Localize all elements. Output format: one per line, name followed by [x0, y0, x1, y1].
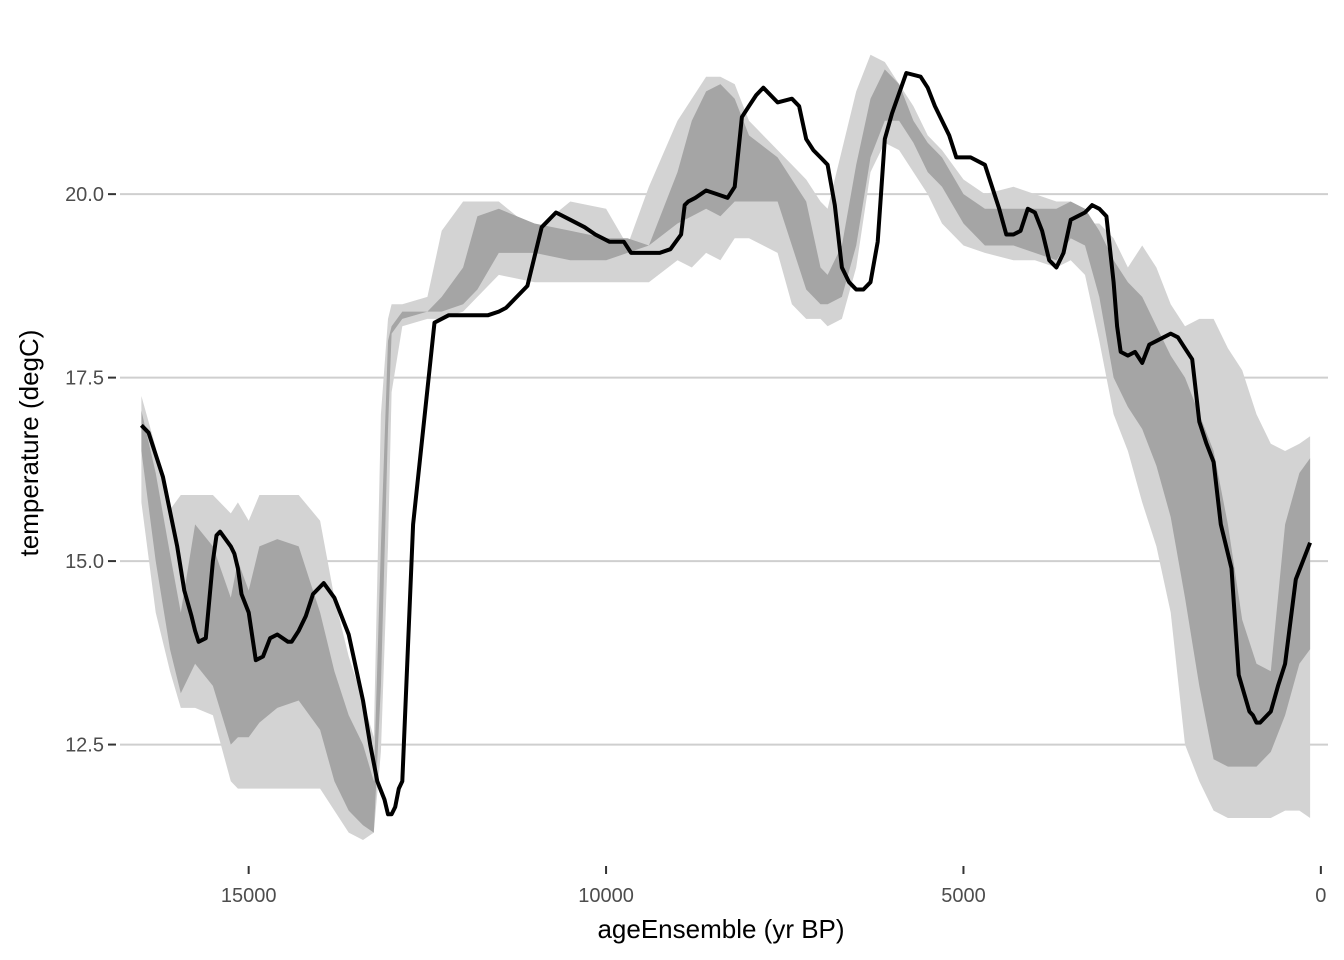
y-tick-label: 15.0: [65, 551, 104, 573]
y-tick-label: 20.0: [65, 184, 104, 206]
x-tick-label: 15000: [221, 885, 277, 907]
median-series: [139, 71, 1312, 817]
y-tick-label: 17.5: [65, 368, 104, 390]
x-tick-label: 5000: [941, 885, 986, 907]
x-axis-title: ageEnsemble (yr BP): [597, 914, 844, 944]
uncertainty-bands: [141, 54, 1311, 840]
outer-uncertainty-band: [141, 54, 1311, 840]
y-tick-label: 12.5: [65, 735, 104, 757]
axes: 12.5 15.0 17.5 20.0 15000 10000 5000 0: [65, 184, 1326, 907]
median-temperature-line: [139, 71, 1312, 817]
y-axis-title: temperature (degC): [14, 330, 44, 557]
x-tick-label: 0: [1315, 885, 1326, 907]
x-tick-label: 10000: [578, 885, 634, 907]
